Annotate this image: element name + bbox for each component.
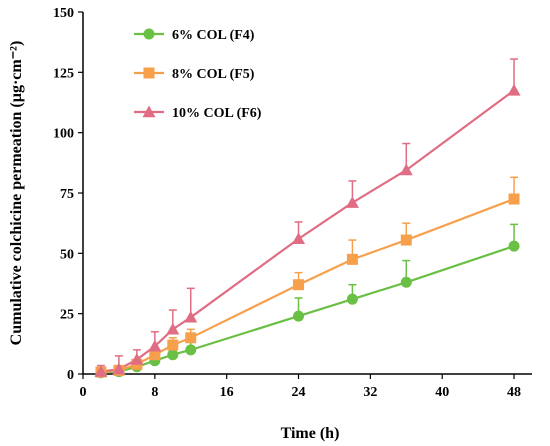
data-point: [167, 349, 179, 361]
x-tick-label: 40: [435, 385, 449, 400]
data-point: [185, 344, 197, 356]
x-tick-label: 8: [151, 385, 158, 400]
data-point: [185, 332, 197, 344]
data-point: [293, 310, 305, 322]
y-tick-label: 125: [53, 66, 74, 81]
series-line: [100, 245, 515, 374]
legend: 6% COL (F4) 8% COL (F5) 10% COL (F6): [134, 28, 262, 121]
data-point: [166, 322, 180, 335]
data-point: [345, 196, 359, 208]
data-point: [292, 232, 306, 245]
axes: 0 8 16 24 32 40 48 0 25 50 75 100 125 150: [53, 6, 532, 400]
y-tick-label: 150: [53, 6, 74, 21]
y-tick-label: 25: [60, 308, 74, 323]
data-point: [94, 365, 108, 377]
data-point: [400, 234, 412, 246]
y-tick-label: 100: [53, 127, 74, 142]
data-point: [149, 349, 161, 361]
data-point: [142, 105, 156, 118]
data-point: [184, 310, 198, 323]
y-tick-label: 75: [60, 187, 74, 202]
data-point: [508, 240, 520, 252]
x-tick-label: 32: [363, 385, 377, 400]
y-tick-label: 0: [67, 368, 74, 383]
data-point: [143, 67, 155, 79]
series-lines: [100, 89, 515, 374]
data-point: [346, 293, 358, 305]
series-line: [100, 89, 515, 373]
data-point: [143, 28, 155, 40]
x-tick-label: 16: [220, 385, 234, 400]
data-point: [293, 279, 305, 291]
series-markers: [94, 83, 521, 379]
x-tick-label: 48: [507, 385, 521, 400]
data-point: [399, 163, 413, 176]
legend-label: 8% COL (F5): [172, 67, 255, 82]
error-bars: [96, 58, 519, 373]
series-line: [100, 198, 515, 374]
data-point: [130, 353, 144, 365]
x-tick-label: 0: [80, 385, 87, 400]
data-point: [508, 193, 520, 205]
data-point: [400, 276, 412, 288]
data-point: [167, 339, 179, 351]
legend-label: 10% COL (F6): [172, 106, 262, 121]
y-tick-label: 50: [60, 247, 74, 262]
data-point: [112, 362, 126, 375]
x-tick-label: 24: [292, 385, 306, 400]
x-axis-title: Time (h): [281, 425, 340, 442]
legend-label: 6% COL (F4): [172, 28, 255, 43]
data-point: [346, 253, 358, 265]
data-point: [507, 83, 521, 96]
y-axis-title: Cumulative colchicine permeation (µg·cm⁻…: [8, 41, 25, 346]
data-point: [148, 339, 162, 352]
